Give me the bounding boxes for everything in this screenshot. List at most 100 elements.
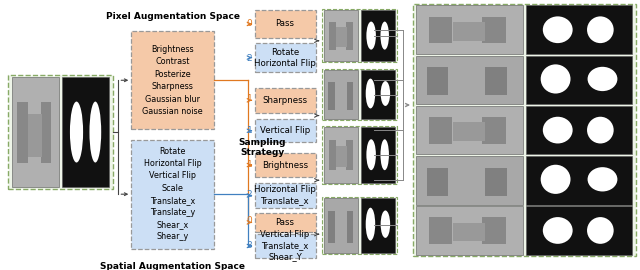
Bar [322, 126, 397, 184]
Text: Pass: Pass [276, 218, 294, 227]
Text: Vertical Flip
Translate_x
Shear_Y: Vertical Flip Translate_x Shear_Y [260, 230, 310, 262]
Bar [322, 197, 397, 254]
Text: Vertical Flip: Vertical Flip [260, 126, 310, 135]
Bar [255, 43, 316, 73]
Ellipse shape [365, 79, 375, 109]
Ellipse shape [588, 167, 618, 191]
Bar [526, 206, 632, 255]
Ellipse shape [587, 217, 614, 244]
Bar [482, 117, 506, 144]
Bar [255, 234, 316, 258]
Ellipse shape [366, 22, 376, 50]
Text: 0: 0 [247, 19, 252, 28]
Bar [17, 102, 28, 163]
Bar [453, 223, 485, 241]
Bar [131, 31, 214, 129]
Bar [453, 22, 485, 41]
Bar [429, 217, 452, 244]
Bar [324, 70, 358, 119]
Bar [416, 206, 522, 255]
Bar [413, 4, 636, 256]
Bar [416, 156, 522, 205]
Bar [346, 82, 353, 110]
Bar [416, 106, 522, 154]
Text: Brightness: Brightness [262, 161, 308, 170]
Bar [41, 102, 51, 163]
Bar [427, 168, 448, 196]
Bar [485, 168, 507, 196]
Text: 2: 2 [247, 190, 252, 200]
Text: 0: 0 [247, 216, 252, 225]
Ellipse shape [543, 16, 573, 43]
Text: Spatial Augmentation Space: Spatial Augmentation Space [100, 262, 245, 270]
Bar [526, 5, 632, 54]
Bar [526, 56, 632, 104]
Text: 1: 1 [247, 160, 252, 169]
Bar [63, 77, 109, 187]
Bar [427, 67, 448, 96]
Bar [131, 140, 214, 249]
Ellipse shape [70, 102, 83, 163]
Bar [28, 114, 42, 157]
Ellipse shape [587, 117, 614, 143]
Bar [346, 22, 353, 50]
Bar [346, 140, 353, 170]
Bar [322, 69, 397, 120]
Text: Rotate
Horizontal Flip
Vertical Flip
Scale
Translate_x
Translate_y
Shear_x
Shear: Rotate Horizontal Flip Vertical Flip Sca… [144, 147, 202, 241]
Ellipse shape [541, 165, 570, 194]
Bar [328, 82, 335, 110]
Bar [12, 77, 59, 187]
Ellipse shape [543, 217, 573, 244]
Bar [255, 119, 316, 142]
Bar [361, 127, 395, 183]
Text: 2: 2 [247, 54, 252, 63]
Bar [361, 10, 395, 61]
Bar [255, 10, 316, 38]
Bar [482, 17, 506, 43]
Bar [361, 198, 395, 253]
Bar [429, 17, 452, 43]
Text: 3: 3 [247, 241, 252, 250]
Bar [324, 127, 358, 183]
Bar [255, 213, 316, 232]
Bar [429, 117, 452, 144]
Bar [328, 22, 336, 50]
Bar [337, 146, 346, 167]
Text: Pass: Pass [276, 19, 294, 28]
Text: Sharpness: Sharpness [262, 96, 308, 105]
Bar [416, 56, 522, 104]
Ellipse shape [587, 16, 614, 43]
Bar [8, 75, 113, 189]
Bar [485, 67, 507, 96]
Text: Brightness
Contrast
Posterize
Sharpness
Gaussian blur
Gaussian noise: Brightness Contrast Posterize Sharpness … [143, 45, 203, 116]
Ellipse shape [381, 210, 390, 238]
Text: Sampling
Strategy: Sampling Strategy [239, 138, 286, 157]
Bar [453, 122, 485, 141]
Ellipse shape [380, 139, 389, 170]
Text: Horizontal Flip
Translate_x: Horizontal Flip Translate_x [254, 185, 316, 205]
Bar [416, 5, 522, 54]
Bar [255, 88, 316, 113]
Ellipse shape [543, 117, 573, 143]
Bar [337, 28, 346, 47]
Ellipse shape [541, 64, 570, 93]
Text: 1: 1 [247, 94, 252, 103]
Ellipse shape [366, 139, 376, 170]
Ellipse shape [381, 81, 390, 106]
Ellipse shape [588, 67, 618, 91]
Ellipse shape [380, 22, 389, 50]
Bar [526, 106, 632, 154]
Bar [328, 140, 336, 170]
Bar [255, 153, 316, 177]
Bar [324, 198, 358, 253]
Bar [346, 211, 353, 243]
Bar [324, 10, 358, 61]
Text: 1: 1 [247, 126, 252, 135]
Ellipse shape [365, 208, 375, 241]
Text: Pixel Augmentation Space: Pixel Augmentation Space [106, 12, 240, 21]
Bar [361, 70, 395, 119]
Text: Rotate
Horizontal Flip: Rotate Horizontal Flip [254, 48, 316, 68]
Bar [322, 9, 397, 62]
Bar [328, 211, 335, 243]
Bar [526, 156, 632, 205]
